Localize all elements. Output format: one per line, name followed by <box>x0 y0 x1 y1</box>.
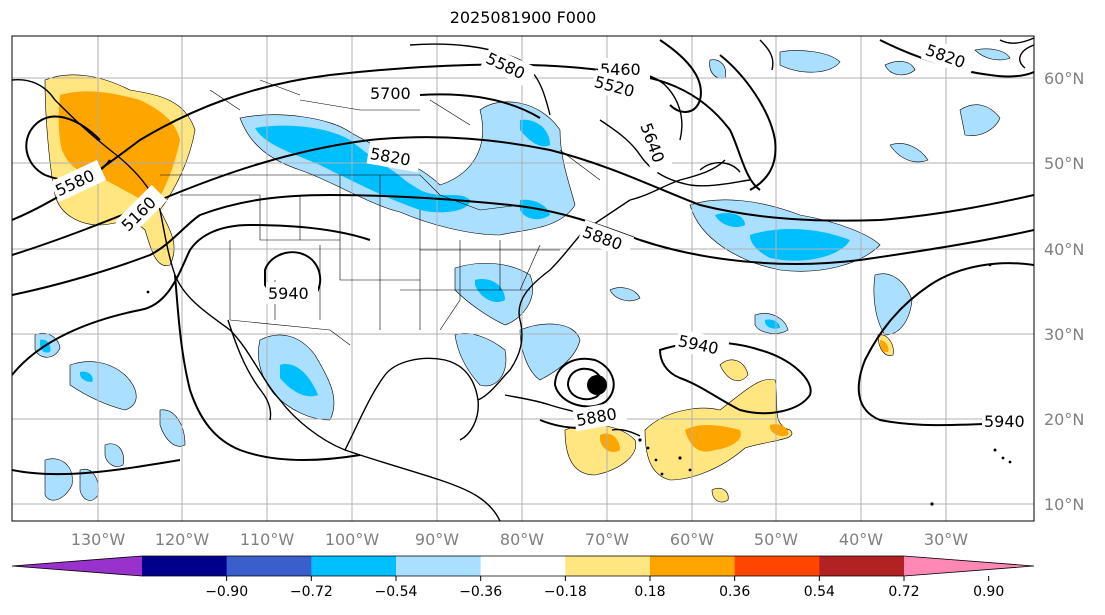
colorbar-segment <box>819 556 905 576</box>
lon-label-90w: 90°W <box>415 530 459 549</box>
colorbar-tick-label: 0.72 <box>888 584 919 600</box>
lat-label-20: 20°N <box>1044 410 1084 429</box>
graticule <box>12 36 1034 521</box>
lon-label-110w: 110°W <box>240 530 295 549</box>
colorbar-tick-label: 0.36 <box>719 584 750 600</box>
map-frame <box>11 35 1035 522</box>
colorbar-tick-label: 0.18 <box>634 584 665 600</box>
colorbar-tick-label: −0.18 <box>544 584 587 600</box>
colorbar-tick-label: −0.72 <box>290 584 333 600</box>
shading-orange <box>58 91 889 452</box>
height-contours <box>12 39 1034 476</box>
lon-label-80w: 80°W <box>500 530 544 549</box>
lon-label-50w: 50°W <box>754 530 798 549</box>
colorbar-segment <box>734 556 820 576</box>
colorbar-segment <box>480 556 566 576</box>
lon-label-100w: 100°W <box>325 530 380 549</box>
map-title: 2025081900 F000 <box>449 8 597 27</box>
lat-label-30: 30°N <box>1044 325 1084 344</box>
colorbar-segment <box>142 556 228 576</box>
colorbar-segment <box>396 556 482 576</box>
lon-label-120w: 120°W <box>155 530 210 549</box>
colorbar-segment <box>311 556 397 576</box>
lon-label-70w: 70°W <box>585 530 629 549</box>
lat-label-40: 40°N <box>1044 240 1084 259</box>
lat-label-60: 60°N <box>1044 69 1084 88</box>
colorbar-segment <box>226 556 312 576</box>
colorbar-extend-max <box>904 556 1034 576</box>
contour-label-5940-e: 5940 <box>984 412 1025 431</box>
lat-label-50: 50°N <box>1044 154 1084 173</box>
colorbar: −0.90 −0.72 −0.54 −0.36 −0.18 0.18 0.36 0.54 0.7… <box>11 555 1035 600</box>
storm-center <box>587 375 607 395</box>
colorbar-tick-label: −0.36 <box>459 584 502 600</box>
latitude-labels: 60°N 50°N 40°N 30°N 20°N 10°N <box>1044 69 1084 514</box>
lon-label-60w: 60°W <box>670 530 714 549</box>
colorbar-segment <box>565 556 651 576</box>
contour-label-5700: 5700 <box>370 84 411 103</box>
political-borders <box>160 79 601 346</box>
colorbar-extend-min <box>12 556 142 576</box>
lon-label-30w: 30°W <box>924 530 968 549</box>
colorbar-tick-label: −0.90 <box>205 584 248 600</box>
contour-label-5940-w: 5940 <box>268 284 309 303</box>
lat-label-10: 10°N <box>1044 495 1084 514</box>
colorbar-tick-label: −0.54 <box>375 584 418 600</box>
lon-label-130w: 130°W <box>71 530 126 549</box>
colorbar-outline <box>11 555 1035 577</box>
longitude-labels: 130°W 120°W 110°W 100°W 90°W 80°W 70°W 6… <box>71 530 968 549</box>
colorbar-tick-label: 0.54 <box>804 584 835 600</box>
colorbar-tick-label: 0.90 <box>973 584 1004 600</box>
lon-label-40w: 40°W <box>839 530 883 549</box>
colorbar-segment <box>650 556 736 576</box>
